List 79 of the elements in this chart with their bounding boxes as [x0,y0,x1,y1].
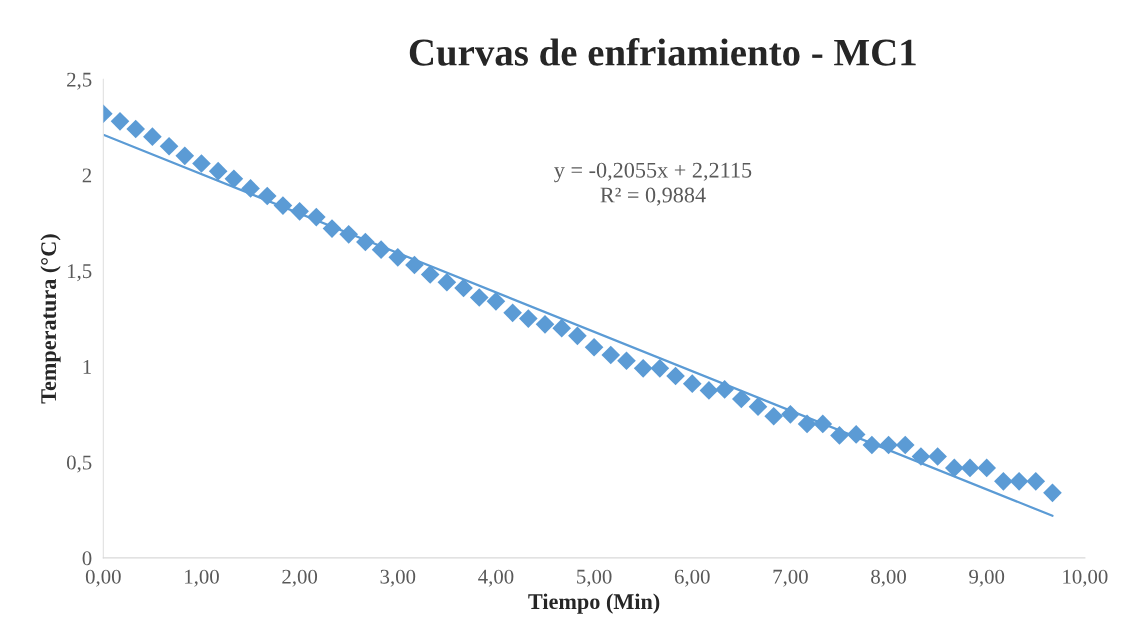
point [388,248,408,267]
point [960,458,980,478]
x-tick-label: 2,00 [282,569,318,587]
x-tick-label: 8,00 [871,569,906,587]
point [682,374,702,393]
point [813,414,833,434]
x-tick-label: 3,00 [380,569,416,587]
y-tick-label: 2 [82,168,92,183]
point [1009,472,1029,491]
point [568,326,587,346]
point [830,426,849,445]
x-tick-label: 1,00 [185,569,219,587]
x-tick-label: 4,00 [478,569,514,587]
point [797,414,817,434]
point [486,292,506,311]
point [405,255,424,275]
point [503,303,522,323]
point [1043,483,1062,503]
point [159,136,179,156]
point [994,472,1013,491]
point [241,179,260,198]
point [535,315,555,334]
point [208,161,228,181]
point [715,380,734,399]
point [584,337,604,357]
point [371,240,391,259]
point [1026,472,1046,491]
point [143,127,162,147]
point [110,112,130,131]
point [224,169,244,189]
x-tick-label: 5,00 [577,569,612,587]
point [732,389,751,409]
y-tick-label: 0 [82,551,92,566]
point [666,366,685,386]
point [469,288,489,307]
point [748,397,768,416]
point [273,196,293,215]
point [437,272,457,292]
point [601,345,621,365]
x-tick-label: 6,00 [674,569,710,587]
point [192,154,211,173]
point [911,447,931,466]
point [420,265,440,284]
point [928,447,947,466]
x-tick-label: 9,00 [969,569,1005,587]
point [699,381,719,400]
point [175,146,195,166]
point [977,458,997,478]
point [552,318,572,338]
point [322,219,342,238]
x-tick-label: 10,00 [1063,569,1108,587]
annotation: y = -0,2055x + 2,2115 R² = 0,9884 [554,162,752,206]
y-tick-label: 1,5 [68,264,92,282]
point [879,435,898,455]
point [781,405,800,424]
point [895,435,915,455]
y-tick-label: 2,5 [67,72,92,90]
x-tick-label: 0,00 [85,569,121,587]
point [519,309,538,328]
x-axis-title: Tiempo (Min) [528,593,660,614]
point [846,425,866,444]
y-tick-label: 0,5 [66,455,92,473]
point [764,406,784,426]
y-tick-label: 1 [83,359,91,374]
point [633,359,653,378]
point [454,278,473,298]
y-axis-title: Temperatura (°C) [40,234,61,404]
point [290,202,309,221]
point [356,232,375,252]
point [862,435,882,455]
x-tick-label: 7,00 [773,569,808,587]
point [126,119,146,139]
point [307,207,326,227]
point [339,225,359,244]
point [945,458,964,478]
point [650,359,670,378]
point [617,351,636,371]
chart-title: Curvas de enfriamiento - MC1 [409,37,916,66]
point [257,186,277,206]
